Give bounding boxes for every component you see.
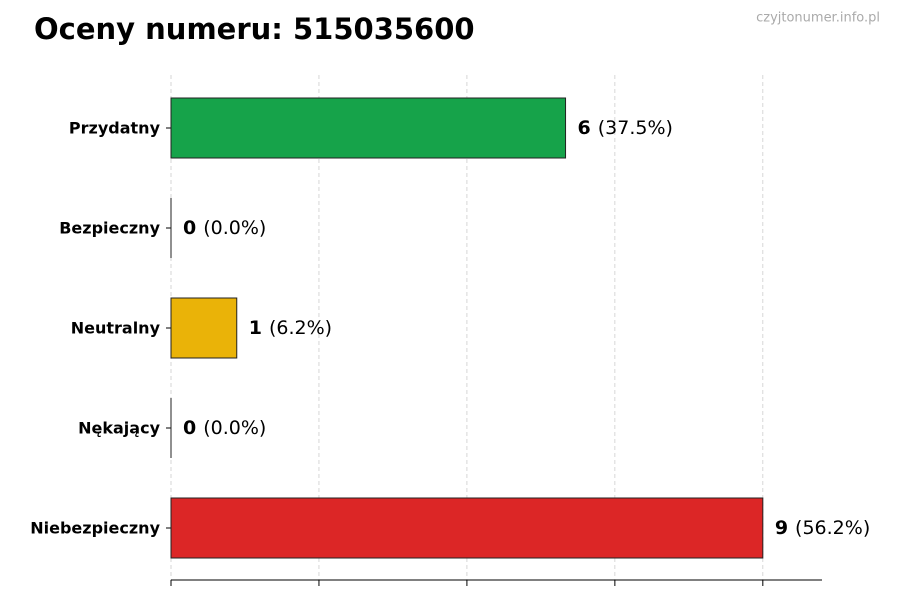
- value-percent: (56.2%): [795, 517, 870, 539]
- value-label: 9 (56.2%): [775, 517, 870, 539]
- value-count: 9: [775, 517, 788, 539]
- y-tick-label: Niebezpieczny: [30, 519, 160, 538]
- value-percent: (37.5%): [598, 117, 673, 139]
- chart-title: Oceny numeru: 515035600: [34, 12, 475, 46]
- bar: [170, 497, 764, 559]
- bar: [170, 297, 238, 359]
- bar: [170, 97, 567, 159]
- value-label: 6 (37.5%): [578, 117, 673, 139]
- watermark: czyjtonumer.info.pl: [756, 11, 880, 26]
- value-count: 6: [578, 117, 591, 139]
- value-percent: (6.2%): [269, 317, 332, 339]
- y-tick-label: Neutralny: [71, 319, 161, 338]
- value-count: 0: [183, 417, 196, 439]
- value-count: 1: [249, 317, 262, 339]
- value-percent: (0.0%): [203, 217, 266, 239]
- y-tick-label: Bezpieczny: [59, 219, 160, 238]
- y-tick-label: Przydatny: [69, 119, 161, 138]
- value-count: 0: [183, 217, 196, 239]
- value-label: 0 (0.0%): [183, 217, 266, 239]
- value-label: 0 (0.0%): [183, 417, 266, 439]
- y-tick-label: Nękający: [78, 419, 160, 438]
- value-percent: (0.0%): [203, 417, 266, 439]
- value-label: 1 (6.2%): [249, 317, 332, 339]
